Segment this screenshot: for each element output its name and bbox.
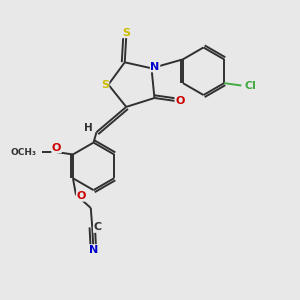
Text: S: S bbox=[122, 28, 130, 38]
Text: N: N bbox=[88, 245, 98, 255]
Text: S: S bbox=[101, 80, 109, 90]
Text: OCH₃: OCH₃ bbox=[11, 148, 36, 157]
Text: O: O bbox=[52, 142, 61, 153]
Text: H: H bbox=[84, 123, 93, 133]
Text: O: O bbox=[76, 191, 86, 201]
Text: C: C bbox=[94, 222, 102, 232]
Text: O: O bbox=[175, 96, 184, 106]
Text: Cl: Cl bbox=[244, 80, 256, 91]
Text: N: N bbox=[150, 62, 160, 72]
